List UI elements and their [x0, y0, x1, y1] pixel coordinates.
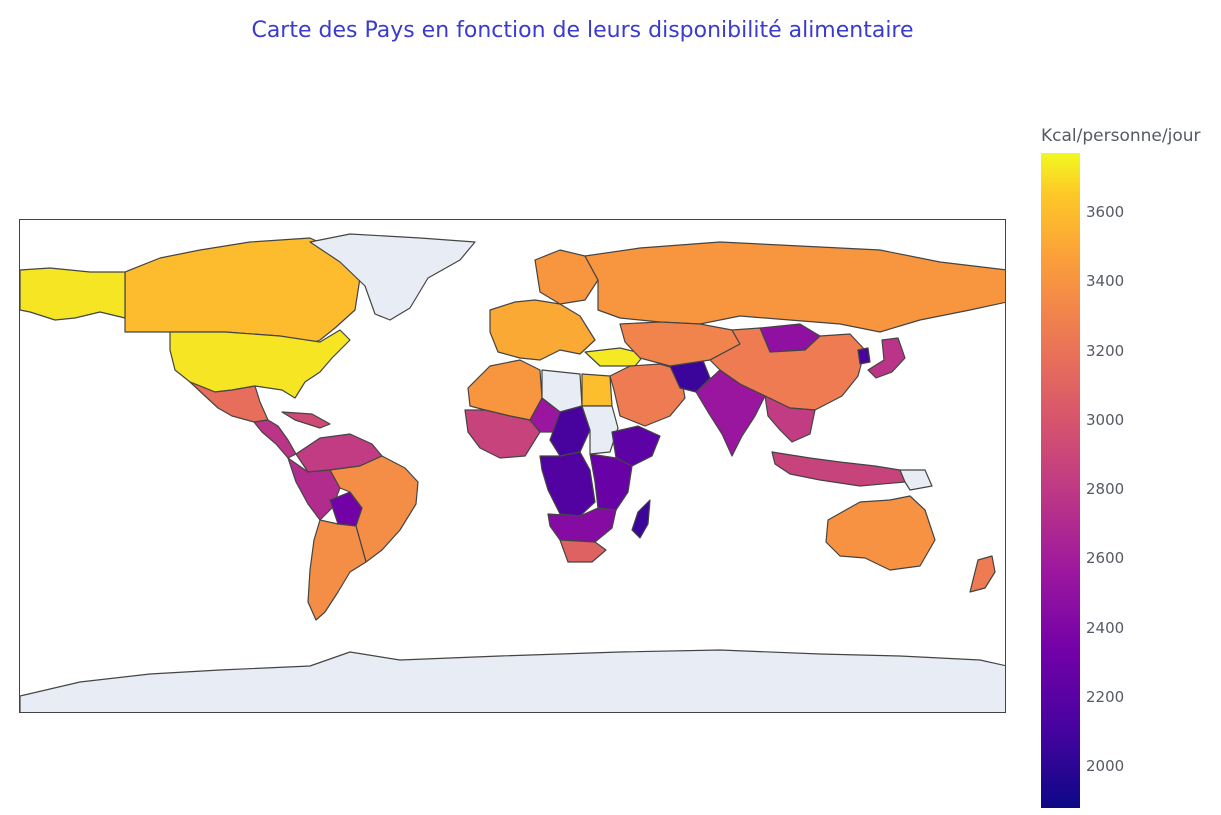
chart-title: Carte des Pays en fonction de leurs disp… — [251, 18, 914, 43]
region-central-america[interactable]: Central America: 2700 — [253, 419, 297, 459]
region-north-korea[interactable]: North Korea: 2100 — [857, 347, 871, 365]
region-greenland[interactable]: Greenland — [309, 233, 476, 321]
region-australia[interactable]: Australia: 3280 — [825, 495, 936, 571]
region-madagascar[interactable]: Madagascar: 2050 — [631, 499, 651, 539]
region-brazil[interactable]: Brazil: 3250 — [329, 455, 419, 563]
region-sudan[interactable]: Sudan — [581, 405, 619, 455]
colorbar-tick-label: 2000 — [1086, 757, 1125, 776]
region-middle-east[interactable]: Middle East: 3150 — [609, 363, 686, 427]
region-scandinavia[interactable]: Scandinavia: 3300 — [534, 249, 599, 305]
map-frame[interactable]: Canada: 3490United States: 3680 Alaska: 3… — [19, 219, 1006, 713]
region-indonesia[interactable]: Indonesia: 2800 — [771, 451, 906, 487]
colorbar-tick-label: 2800 — [1086, 480, 1125, 499]
region-new-zealand[interactable]: New Zealand: 3150 — [969, 555, 996, 593]
region-southeast-asia[interactable]: Southeast Asia: 2750 — [764, 395, 816, 443]
region-south-africa[interactable]: South Africa: 3000 — [559, 539, 607, 563]
region-china[interactable]: China: 3150 — [709, 327, 866, 411]
region-united-states[interactable]: United States: 3680 — [169, 329, 351, 399]
region-japan[interactable]: Japan: 2700 — [867, 337, 906, 379]
region-west-africa[interactable]: West Africa: 2800 — [464, 409, 541, 459]
region-russia[interactable]: Russia: 3300 — [584, 241, 1006, 333]
colorbar-tick-label: 2400 — [1086, 618, 1125, 637]
region-central-africa[interactable]: Central Africa: 2150 — [539, 451, 596, 517]
region-turkey[interactable]: Turkey: 3700 — [584, 347, 646, 367]
colorbar-tick-label: 2200 — [1086, 688, 1125, 707]
colorbar-title: Kcal/personne/jour — [1041, 126, 1201, 146]
region-southern-africa[interactable]: Southern Africa: 2400 — [547, 507, 617, 543]
colorbar-tick-label: 3400 — [1086, 272, 1125, 291]
region-canada[interactable]: Canada: 3490 — [124, 237, 361, 349]
region-caribbean[interactable]: Caribbean: 2850 — [281, 411, 331, 429]
world-map[interactable]: Canada: 3490United States: 3680 Alaska: 3… — [20, 220, 1006, 713]
region-peru-ecuador[interactable]: Peru / Ecuador: 2650 — [287, 457, 341, 521]
region-western-europe[interactable]: Western Europe: 3400 — [489, 299, 596, 361]
region-egypt[interactable]: Egypt: 3500 — [581, 373, 613, 407]
colorbar-tick-label: 3600 — [1086, 202, 1125, 221]
region-papua-new-guinea[interactable]: Papua New Guinea — [899, 469, 933, 491]
region-east-africa[interactable]: East Africa: 2250 — [589, 453, 633, 511]
region-argentina-chile[interactable]: Argentina / Chile: 3250 — [307, 519, 367, 621]
colorbar-tick-label: 2600 — [1086, 549, 1125, 568]
region-india[interactable]: India: 2500 — [695, 369, 766, 457]
colorbar — [1041, 153, 1080, 808]
colorbar-tick-label: 3200 — [1086, 341, 1125, 360]
region-alaska[interactable]: Alaska: 3680 — [20, 267, 126, 321]
colorbar-tick-label: 3000 — [1086, 410, 1125, 429]
region-antarctica[interactable]: Antarctica — [20, 649, 1006, 713]
